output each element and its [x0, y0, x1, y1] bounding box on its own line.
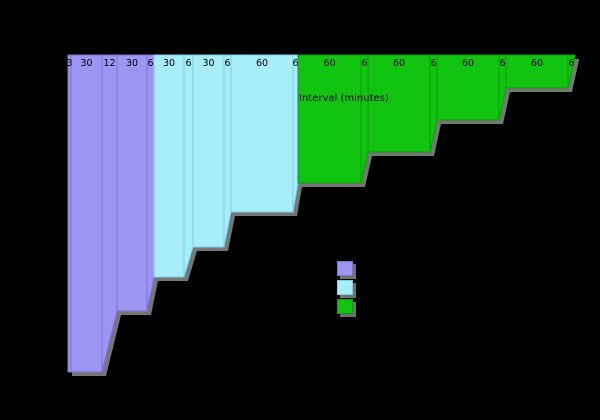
interval-column-group-2-cyan	[230, 54, 294, 213]
interval-minutes-label: 3	[66, 58, 72, 69]
interval-column-group-1-purple	[146, 54, 155, 312]
interval-minutes-label: 12	[103, 58, 115, 69]
interval-minutes-label: 6	[361, 58, 367, 69]
interval-minutes-label: 6	[224, 58, 230, 69]
interval-minutes-label: 6	[499, 58, 505, 69]
interval-column-group-3-green	[567, 54, 576, 89]
interval-column-group-2-cyan	[183, 54, 194, 278]
interval-minutes-label: 60	[462, 58, 474, 69]
legend-swatch-cyan	[337, 280, 353, 295]
legend-swatch-purple	[337, 261, 353, 276]
interval-axis-annotation: Interval (minutes)	[299, 93, 389, 104]
interval-minutes-label: 60	[323, 58, 335, 69]
interval-minutes-label: 60	[531, 58, 543, 69]
interval-minutes-label: 6	[147, 58, 153, 69]
interval-column-group-1-purple	[116, 54, 148, 312]
interval-minutes-label: 6	[430, 58, 436, 69]
interval-minutes-label: 60	[256, 58, 268, 69]
interval-column-group-2-cyan	[292, 54, 299, 213]
interval-column-group-2-cyan	[153, 54, 185, 278]
interval-column-group-2-cyan	[192, 54, 225, 248]
legend	[337, 261, 353, 318]
interval-minutes-label: 30	[202, 58, 214, 69]
interval-minutes-label: 6	[568, 58, 574, 69]
interval-minutes-label: 60	[393, 58, 405, 69]
interval-minutes-label: 30	[80, 58, 92, 69]
interval-column-group-3-green	[297, 54, 362, 184]
legend-swatch-green	[337, 299, 353, 314]
interval-column-group-2-cyan	[223, 54, 232, 248]
interval-minutes-label: 6	[185, 58, 191, 69]
interval-minutes-label: 30	[163, 58, 175, 69]
interval-column-group-1-purple	[70, 54, 103, 373]
interval-minutes-label: 6	[292, 58, 298, 69]
interval-minutes-label: 30	[126, 58, 138, 69]
